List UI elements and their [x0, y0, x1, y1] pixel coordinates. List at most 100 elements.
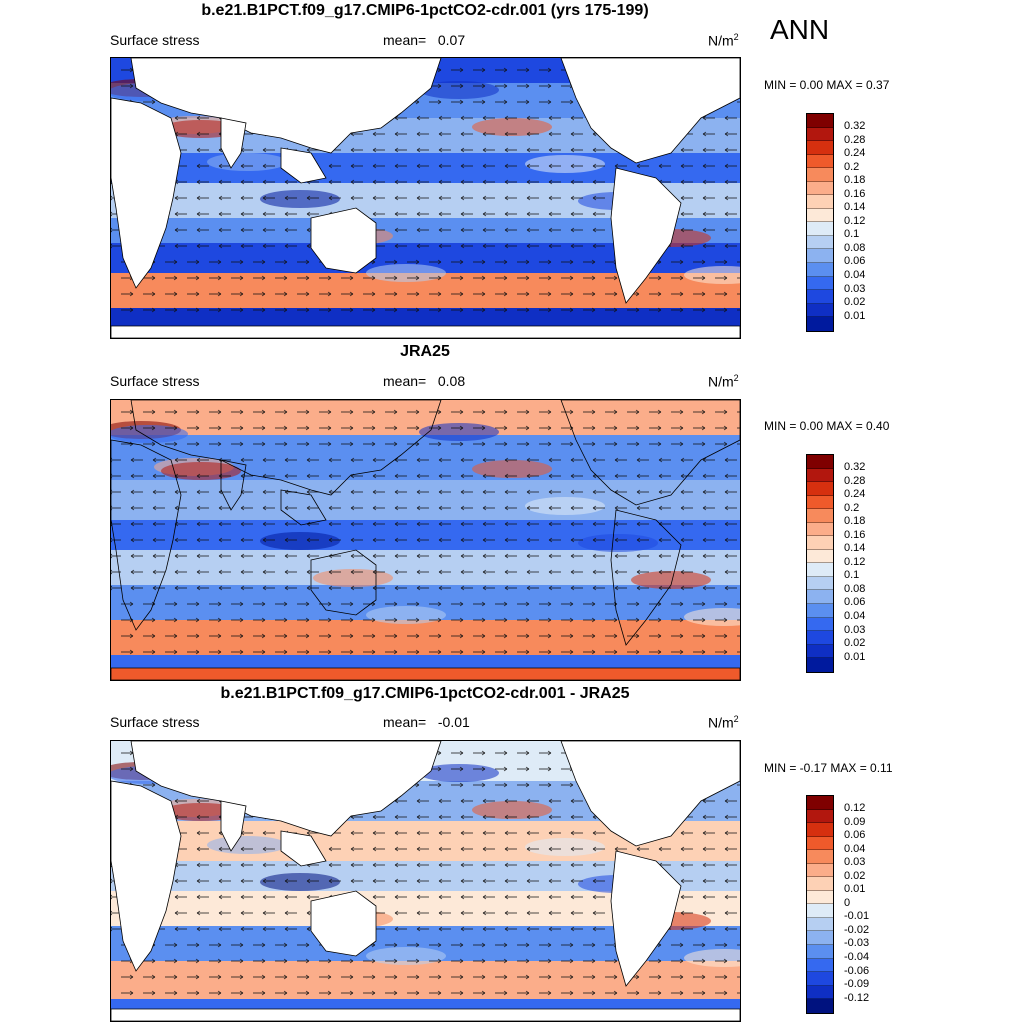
- wind-stress-arrow: [152, 505, 165, 511]
- wind-stress-arrow: [275, 633, 288, 639]
- continent-outline: [310, 549, 377, 616]
- wind-stress-arrow: [416, 147, 429, 153]
- wind-stress-arrow: [460, 814, 473, 820]
- wind-stress-arrow: [539, 307, 552, 313]
- wind-stress-arrow: [196, 894, 209, 900]
- wind-stress-arrow: [451, 441, 464, 447]
- wind-stress-arrow: [372, 585, 385, 591]
- wind-stress-arrow: [253, 425, 266, 431]
- wind-stress-arrow: [460, 489, 473, 495]
- wind-stress-arrow: [121, 409, 134, 415]
- wind-stress-arrow: [174, 910, 187, 916]
- stress-feature: [472, 801, 552, 819]
- wind-stress-arrow: [306, 195, 319, 201]
- wind-stress-arrow: [539, 275, 552, 281]
- wind-stress-arrow: [583, 425, 596, 431]
- wind-stress-arrow: [649, 425, 662, 431]
- wind-stress-arrow: [517, 259, 530, 265]
- wind-stress-arrow: [451, 958, 464, 964]
- wind-stress-arrow: [680, 243, 693, 249]
- wind-stress-arrow: [341, 633, 354, 639]
- colorbar-swatch: [807, 181, 833, 196]
- wind-stress-arrow: [187, 425, 200, 431]
- wind-stress-arrow: [561, 409, 574, 415]
- wind-stress-arrow: [504, 537, 517, 543]
- wind-stress-arrow: [438, 862, 451, 868]
- continent-outline: [130, 400, 442, 496]
- wind-stress-arrow: [583, 958, 596, 964]
- colorbar-tick-label: 0.02: [844, 296, 866, 309]
- wind-stress-arrow: [473, 291, 486, 297]
- wind-stress-arrow: [253, 649, 266, 655]
- wind-stress-arrow: [583, 617, 596, 623]
- wind-stress-arrow: [196, 115, 209, 121]
- colorbar-tick-label: -0.01: [844, 910, 870, 923]
- wind-stress-arrow: [570, 179, 583, 185]
- wind-stress-arrow: [416, 894, 429, 900]
- wind-stress-arrow: [702, 195, 715, 201]
- wind-stress-arrow: [218, 894, 231, 900]
- wind-stress-arrow: [429, 441, 442, 447]
- wind-stress-arrow: [209, 974, 222, 980]
- wind-stress-arrow: [341, 990, 354, 996]
- wind-stress-arrow: [143, 409, 156, 415]
- wind-stress-arrow: [121, 633, 134, 639]
- wind-stress-arrow: [429, 782, 442, 788]
- wind-stress-arrow: [416, 243, 429, 249]
- wind-stress-arrow: [306, 830, 319, 836]
- wind-stress-arrow: [460, 553, 473, 559]
- continent-outline: [130, 741, 442, 837]
- colorbar-swatch: [807, 195, 833, 209]
- wind-stress-arrow: [306, 537, 319, 543]
- wind-stress-arrow: [394, 243, 407, 249]
- wind-stress-arrow: [407, 601, 420, 607]
- wind-stress-arrow: [548, 147, 561, 153]
- wind-stress-arrow: [495, 425, 508, 431]
- wind-stress-arrow: [394, 537, 407, 543]
- wind-stress-arrow: [407, 633, 420, 639]
- wind-stress-arrow: [319, 633, 332, 639]
- wind-stress-arrow: [130, 505, 143, 511]
- wind-stress-arrow: [592, 569, 605, 575]
- colorbar-swatch: [807, 945, 833, 959]
- wind-stress-arrow: [548, 115, 561, 121]
- wind-stress-arrow: [350, 862, 363, 868]
- wind-stress-arrow: [187, 409, 200, 415]
- wind-stress-arrow: [473, 617, 486, 623]
- wind-stress-arrow: [702, 147, 715, 153]
- wind-stress-arrow: [438, 814, 451, 820]
- wind-stress-arrow: [724, 537, 737, 543]
- wind-stress-arrow: [495, 649, 508, 655]
- wind-stress-arrow: [328, 179, 341, 185]
- wind-stress-arrow: [350, 505, 363, 511]
- wind-stress-arrow: [495, 990, 508, 996]
- wind-stress-arrow: [702, 489, 715, 495]
- wind-stress-arrow: [196, 195, 209, 201]
- wind-stress-arrow: [649, 974, 662, 980]
- wind-stress-arrow: [561, 259, 574, 265]
- wind-stress-arrow: [262, 910, 275, 916]
- wind-stress-arrow: [328, 489, 341, 495]
- wind-stress-arrow: [592, 553, 605, 559]
- wind-stress-arrow: [174, 115, 187, 121]
- wind-stress-arrow: [614, 585, 627, 591]
- wind-stress-arrow: [372, 195, 385, 201]
- wind-stress-arrow: [350, 537, 363, 543]
- colorbar-swatch: [807, 850, 833, 864]
- colorbar-swatch: [807, 877, 833, 891]
- colorbar-tick-label: 0.16: [844, 187, 866, 200]
- wind-stress-arrow: [526, 798, 539, 804]
- wind-stress-arrow: [262, 163, 275, 169]
- wind-stress-arrow: [385, 974, 398, 980]
- wind-stress-arrow: [737, 784, 740, 786]
- wind-stress-arrow: [394, 211, 407, 217]
- wind-stress-arrow: [111, 457, 121, 463]
- wind-stress-arrow: [385, 441, 398, 447]
- wind-stress-arrow: [240, 521, 253, 527]
- colorbar-tick-label: 0.06: [844, 255, 866, 268]
- wind-stress-arrow: [416, 505, 429, 511]
- wind-stress-arrow: [385, 633, 398, 639]
- wind-stress-arrow: [319, 441, 332, 447]
- wind-stress-arrow: [504, 115, 517, 121]
- wind-stress-arrow: [715, 291, 728, 297]
